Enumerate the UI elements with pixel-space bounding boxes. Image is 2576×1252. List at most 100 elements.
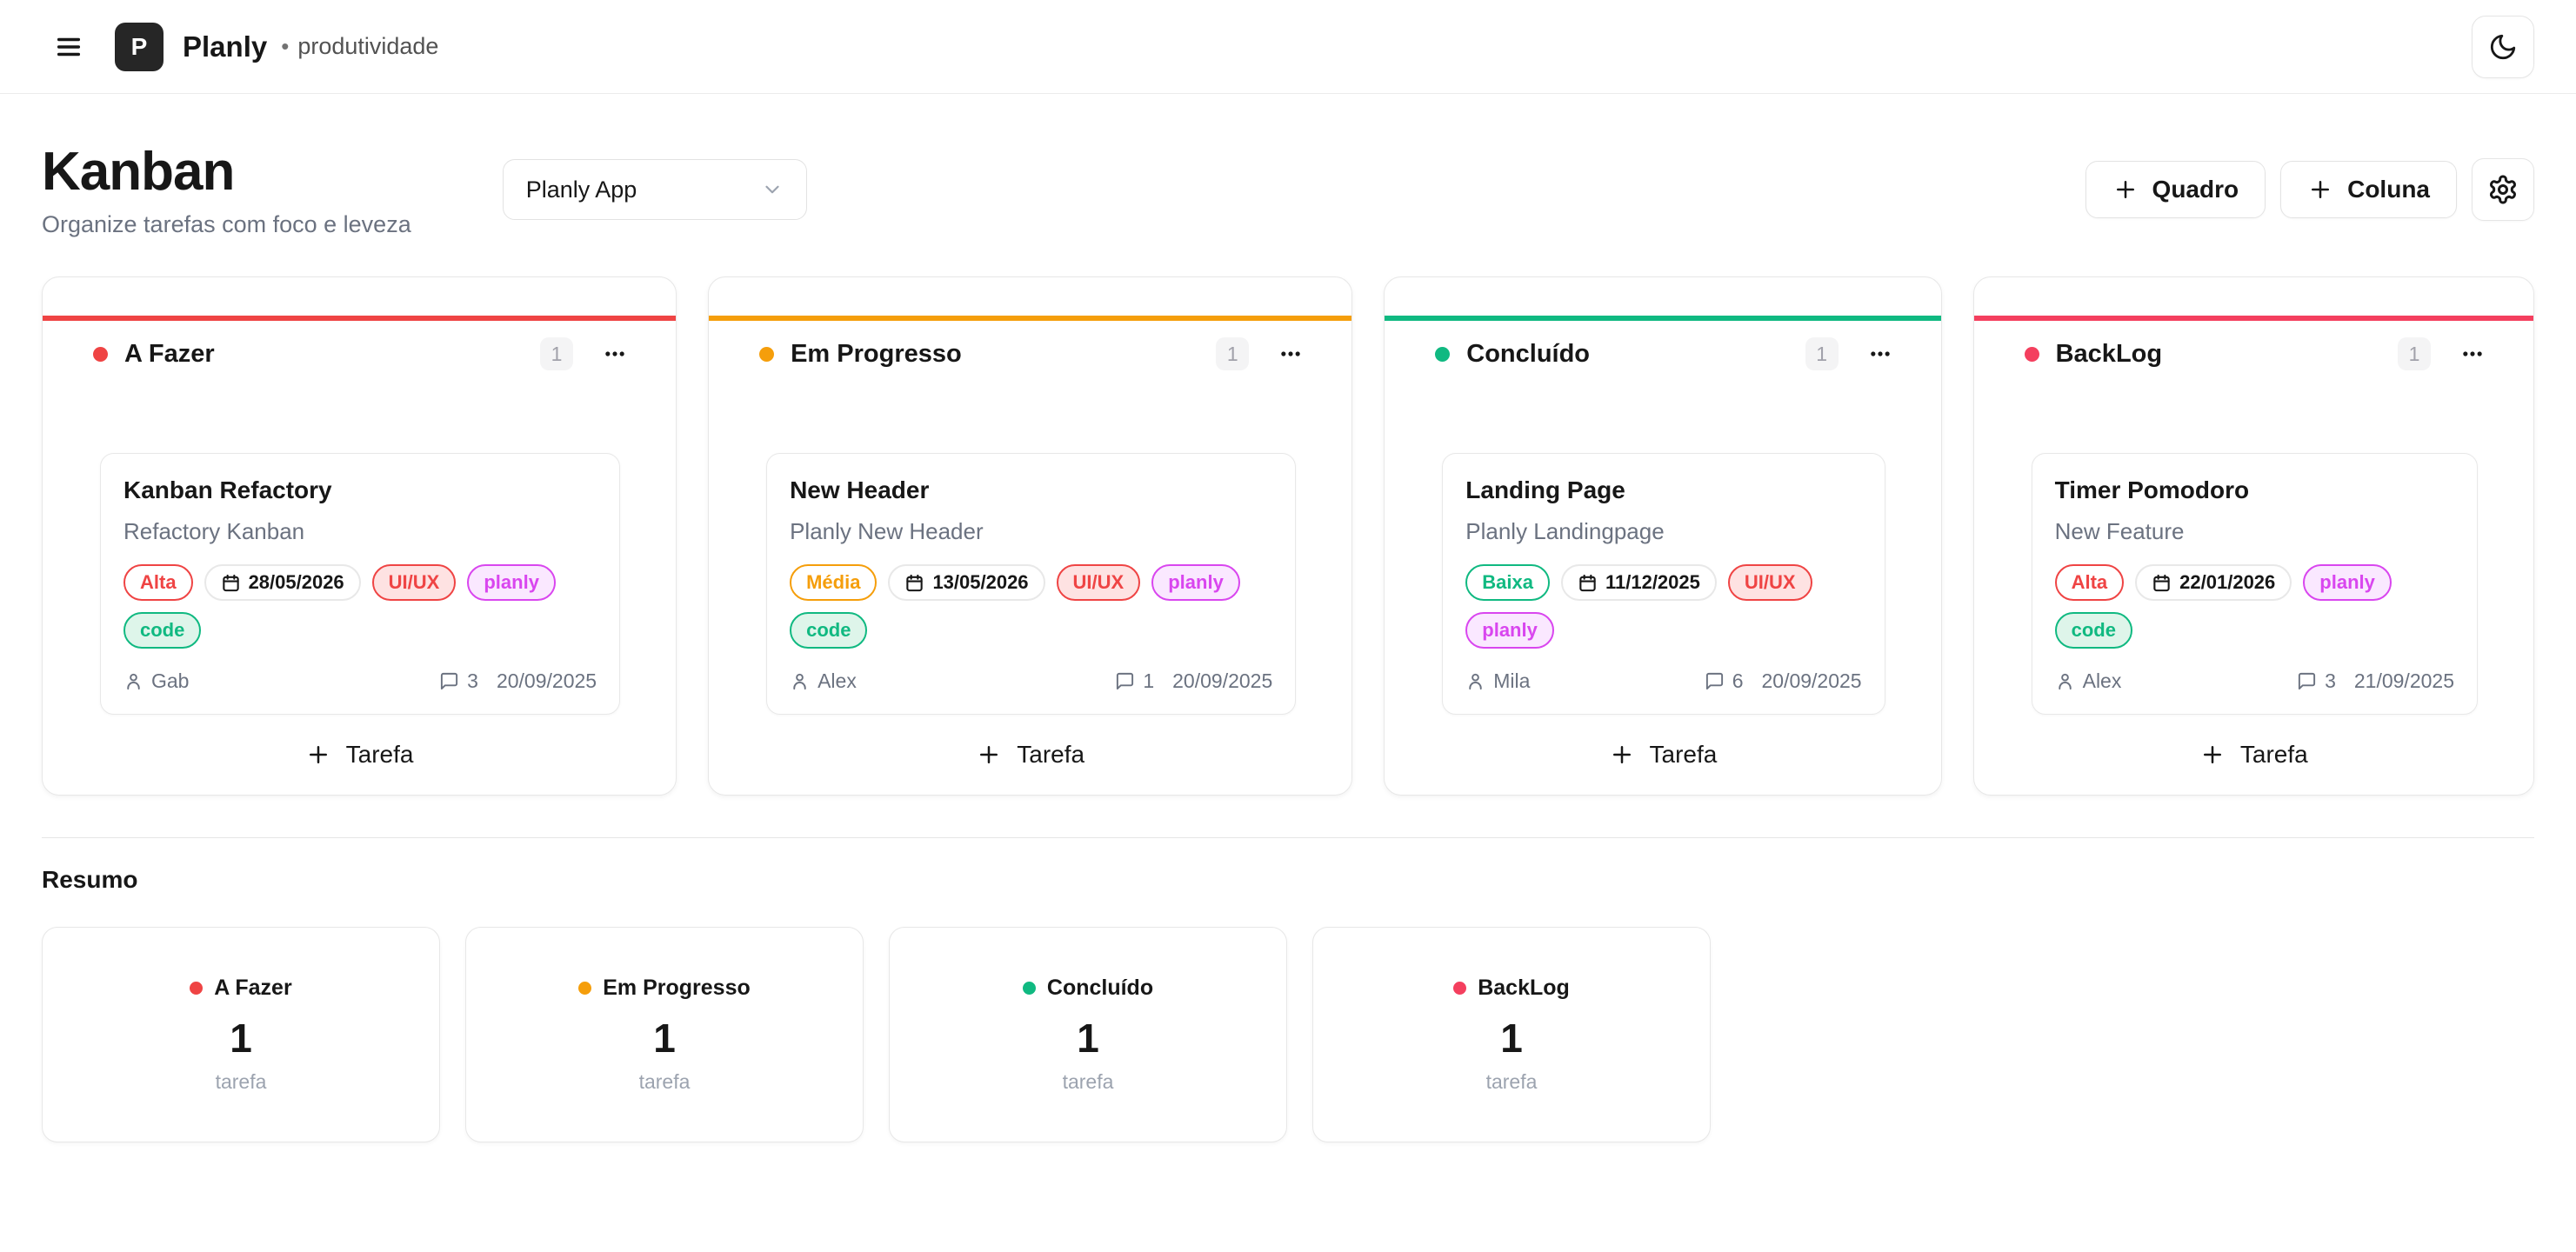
gear-icon: [2490, 175, 2516, 204]
calendar-icon: [222, 574, 239, 591]
tagline-separator: •: [281, 33, 290, 59]
add-task-label: Tarefa: [1649, 741, 1718, 768]
task-assignee: Mila: [1465, 669, 1530, 693]
comment-count: 3: [467, 669, 478, 692]
assignee-name: Mila: [1493, 669, 1531, 692]
column-menu-button[interactable]: [2455, 336, 2490, 371]
kanban-board: A Fazer 1 Kanban Refactory Refactory Kan…: [42, 276, 2534, 796]
tag-badge: UI/UX: [1727, 564, 1812, 601]
column-header: Em Progresso 1: [709, 321, 1351, 371]
tag-badge: code: [790, 612, 868, 649]
summary-card-header: Em Progresso: [578, 976, 751, 1001]
add-task-label: Tarefa: [345, 741, 414, 768]
summary-count: 1: [1500, 1016, 1523, 1061]
task-date: 21/09/2025: [2353, 669, 2454, 692]
page-head: Kanban Organize tarefas com foco e levez…: [42, 141, 2534, 238]
priority-badge: Alta: [123, 564, 193, 601]
hamburger-menu-button[interactable]: [42, 23, 96, 70]
task-card[interactable]: New Header Planly New Header Média 13/05…: [766, 453, 1297, 715]
due-date-badge: 28/05/2026: [204, 564, 361, 601]
section-divider: [42, 837, 2534, 838]
plus-icon: [2116, 181, 2134, 198]
ellipsis-icon: [2463, 351, 2482, 356]
summary-card-concluido: Concluído 1 tarefa: [889, 927, 1287, 1142]
summary-unit: tarefa: [638, 1070, 691, 1093]
task-footer: Alex 3 21/09/2025: [2055, 669, 2454, 693]
task-description: Planly Landingpage: [1465, 518, 1665, 544]
kanban-column-backlog: BackLog 1 Timer Pomodoro New Feature Alt…: [1972, 276, 2534, 796]
due-date-text: 13/05/2026: [932, 571, 1029, 593]
assignee-name: Alex: [818, 669, 857, 692]
add-task-button[interactable]: Tarefa: [1974, 715, 2533, 795]
comment-icon: [2298, 672, 2316, 690]
column-header: BackLog 1: [1974, 321, 2533, 371]
column-count-badge: 1: [1216, 337, 1250, 370]
summary-grid: A Fazer 1 tarefa Em Progresso 1 tarefa C…: [42, 927, 2534, 1142]
task-card[interactable]: Landing Page Planly Landingpage Baixa 11…: [1442, 453, 1885, 715]
plus-icon: [980, 746, 998, 763]
add-task-label: Tarefa: [2239, 741, 2308, 768]
add-board-button[interactable]: Quadro: [2085, 161, 2266, 218]
column-menu-button[interactable]: [597, 336, 632, 371]
app-logo-letter: P: [130, 32, 148, 60]
board-select[interactable]: Planly App: [502, 159, 807, 220]
task-assignee: Alex: [790, 669, 857, 693]
column-count-badge: 1: [2398, 337, 2431, 370]
add-task-button[interactable]: Tarefa: [43, 715, 676, 795]
calendar-icon: [1579, 574, 1596, 591]
task-card[interactable]: Kanban Refactory Refactory Kanban Alta 2…: [100, 453, 621, 715]
column-menu-button[interactable]: [1273, 336, 1308, 371]
task-badges: Alta 22/01/2026 planly code: [2054, 564, 2454, 649]
task-meta: 3 21/09/2025: [2297, 669, 2454, 693]
column-count-badge: 1: [1805, 337, 1839, 370]
tag-badge: UI/UX: [1056, 564, 1141, 601]
task-badges: Baixa 11/12/2025 UI/UX planly: [1465, 564, 1861, 649]
task-description: Refactory Kanban: [123, 518, 305, 544]
settings-button[interactable]: [2472, 158, 2534, 221]
summary-status-dot: [1022, 982, 1036, 995]
kanban-column-em-progresso: Em Progresso 1 New Header Planly New Hea…: [708, 276, 1353, 796]
due-date-text: 28/05/2026: [248, 571, 344, 593]
add-task-button[interactable]: Tarefa: [1385, 715, 1940, 795]
summary-count: 1: [230, 1016, 252, 1061]
summary-label: Concluído: [1046, 976, 1154, 1000]
summary-count: 1: [653, 1016, 676, 1061]
task-badges: Alta 28/05/2026 UI/UX planly code: [123, 564, 597, 649]
ellipsis-icon: [1281, 351, 1300, 356]
ellipsis-icon: [605, 351, 624, 356]
add-board-label: Quadro: [2152, 176, 2239, 203]
summary-count: 1: [1077, 1016, 1099, 1061]
task-title: Timer Pomodoro: [2054, 476, 2250, 503]
column-status-dot: [759, 346, 775, 362]
column-color-bar: [709, 316, 1352, 321]
column-title: Em Progresso: [791, 339, 962, 368]
column-drop-strip: [709, 277, 1351, 316]
theme-toggle-button[interactable]: [2472, 15, 2534, 78]
column-status-dot: [2024, 346, 2039, 362]
comment-count: 6: [1732, 669, 1744, 692]
priority-badge: Alta: [2054, 564, 2125, 601]
priority-badge: Baixa: [1465, 564, 1550, 601]
add-column-label: Coluna: [2347, 176, 2430, 203]
chevron-down-icon: [765, 185, 779, 194]
column-drop-strip: [1974, 277, 2533, 316]
column-count-badge: 1: [540, 337, 574, 370]
column-menu-button[interactable]: [1863, 336, 1898, 371]
kanban-page: Kanban Organize tarefas com foco e levez…: [0, 141, 2576, 1142]
summary-unit: tarefa: [215, 1070, 267, 1093]
summary-label: A Fazer: [214, 976, 292, 1000]
task-footer: Mila 6 20/09/2025: [1465, 669, 1862, 693]
add-task-button[interactable]: Tarefa: [709, 715, 1351, 795]
tag-badge: planly: [2303, 564, 2392, 601]
calendar-icon: [2153, 574, 2170, 591]
comment-icon: [441, 672, 458, 690]
user-icon: [1469, 673, 1482, 690]
task-assignee: Alex: [2055, 669, 2121, 693]
due-date-badge: 13/05/2026: [888, 564, 1045, 601]
task-badges: Média 13/05/2026 UI/UX planly code: [790, 564, 1272, 649]
hamburger-icon: [57, 37, 81, 56]
task-card[interactable]: Timer Pomodoro New Feature Alta 22/01/20…: [2031, 453, 2478, 715]
add-column-button[interactable]: Coluna: [2280, 161, 2457, 218]
page-subtitle: Organize tarefas com foco e leveza: [42, 211, 411, 237]
tag-badge: planly: [1151, 564, 1240, 601]
